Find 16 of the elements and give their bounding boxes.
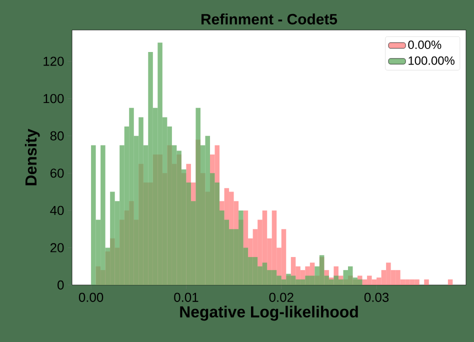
- legend-label: 0.00%: [408, 40, 442, 50]
- x-tick-label: 0.03: [364, 292, 389, 302]
- x-tick-label: 0.00: [78, 292, 104, 302]
- x-axis-title: Negative Log-likelihood: [180, 306, 358, 321]
- y-tick-label: 100: [44, 94, 64, 104]
- x-tick-label: 0.02: [269, 292, 294, 302]
- y-tick-label: 40: [50, 206, 64, 216]
- y-tick-label: 0: [58, 280, 64, 290]
- y-axis-title: Density: [24, 128, 40, 186]
- y-tick-label: 60: [50, 168, 64, 178]
- legend-label: 100.00%: [408, 56, 454, 65]
- y-tick-label: 120: [44, 56, 64, 66]
- chart-title: Refinment - Codet5: [202, 14, 338, 24]
- y-tick-label: 80: [50, 131, 64, 140]
- y-tick-label: 20: [50, 243, 64, 252]
- x-tick-label: 0.01: [174, 292, 198, 302]
